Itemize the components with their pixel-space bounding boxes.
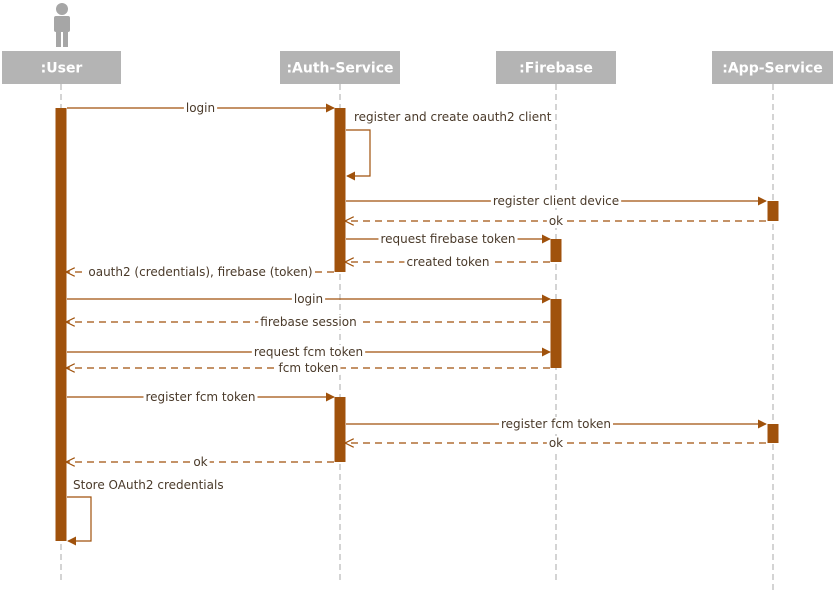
message-label-background — [546, 214, 566, 228]
participant-label: :User — [41, 61, 83, 77]
activation-bar-auth — [334, 108, 346, 272]
message-label: firebase session — [260, 315, 356, 329]
message-label: created token — [406, 255, 489, 269]
message-label: register and create oauth2 client — [354, 110, 552, 124]
message-label: register fcm token — [146, 390, 256, 404]
message-label-background — [378, 232, 518, 246]
message-request-firebase-token: request firebase token — [346, 232, 551, 246]
message-label: register fcm token — [501, 417, 611, 431]
message-label: fcm token — [279, 361, 339, 375]
participant-box — [2, 51, 121, 84]
message-label: request fcm token — [254, 345, 363, 359]
activation-bar-auth — [334, 397, 346, 462]
message-created-token: created token — [346, 255, 550, 269]
message-label-background — [191, 455, 210, 469]
message-register-fcm-token-1: register fcm token — [67, 390, 335, 404]
message-label: oauth2 (credentials), firebase (token) — [88, 265, 312, 279]
activation-bar-user — [55, 108, 67, 541]
activation-bar-app — [767, 201, 779, 221]
participant-firebase: :Firebase — [496, 51, 616, 84]
activation-bar-app — [767, 424, 779, 443]
message-label: request firebase token — [380, 232, 515, 246]
message-label-background — [251, 345, 366, 359]
message-oauth2-credentials: oauth2 (credentials), firebase (token) — [67, 265, 334, 279]
message-label-background — [490, 194, 622, 208]
message-label-background — [86, 265, 315, 279]
message-label: ok — [549, 436, 563, 450]
message-self-register: register and create oauth2 client — [346, 110, 552, 181]
message-register-fcm-token-2: register fcm token — [346, 417, 767, 431]
participant-label: :Firebase — [519, 61, 593, 77]
message-ok-3: ok — [67, 455, 334, 469]
participant-app: :App-Service — [712, 51, 833, 84]
message-label: register client device — [493, 194, 619, 208]
message-label-background — [258, 315, 359, 329]
self-message-arrow — [346, 129, 371, 181]
participant-auth: :Auth-Service — [280, 51, 400, 84]
message-register-device: register client device — [346, 194, 767, 208]
participant-label: :Auth-Service — [286, 61, 393, 77]
message-label-background — [183, 101, 218, 115]
message-label: ok — [549, 214, 563, 228]
message-label-background — [499, 417, 613, 431]
participant-user: :User — [2, 51, 121, 84]
message-label-background — [143, 390, 258, 404]
activation-bar-firebase — [550, 299, 562, 368]
participant-box — [712, 51, 833, 84]
message-label: login — [294, 292, 323, 306]
activation-bar-firebase — [550, 239, 562, 262]
message-login-2: login — [67, 292, 551, 306]
person-icon — [54, 3, 70, 47]
message-request-fcm-token: request fcm token — [67, 345, 551, 359]
message-label: ok — [193, 455, 207, 469]
message-fcm-token: fcm token — [67, 361, 550, 375]
participant-box — [280, 51, 400, 84]
message-label-background — [404, 255, 492, 269]
message-label-background — [546, 436, 566, 450]
message-self-store: Store OAuth2 credentials — [67, 478, 224, 546]
message-label: Store OAuth2 credentials — [73, 478, 224, 492]
message-firebase-session: firebase session — [67, 315, 550, 329]
message-login-1: login — [67, 101, 335, 115]
message-label-background — [276, 361, 341, 375]
self-message-arrow — [67, 496, 92, 546]
message-ok-1: ok — [346, 214, 766, 228]
participant-label: :App-Service — [722, 61, 823, 77]
participant-box — [496, 51, 616, 84]
message-label-background — [291, 292, 326, 306]
message-ok-2: ok — [346, 436, 766, 450]
message-label: login — [186, 101, 215, 115]
